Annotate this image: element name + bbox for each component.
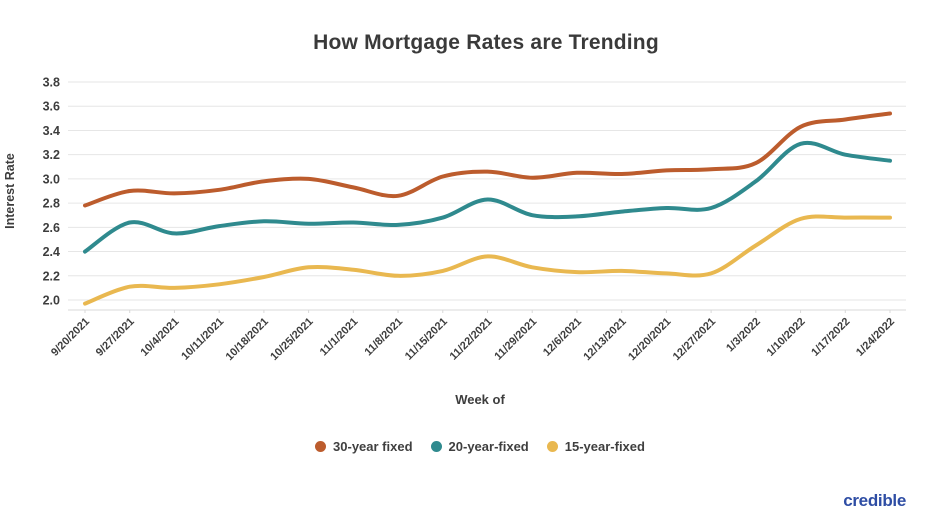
x-tick-label: 11/1/2021 bbox=[318, 316, 361, 359]
x-tick-label: 11/22/2021 bbox=[448, 316, 495, 363]
legend-dot-15-year-icon bbox=[546, 441, 558, 452]
x-tick-label: 9/27/2021 bbox=[94, 316, 137, 359]
y-tick-label: 2.6 bbox=[43, 221, 60, 235]
x-tick-label: 12/13/2021 bbox=[581, 316, 628, 363]
legend-item-20-year-fixed: 20-year-fixed bbox=[430, 439, 529, 454]
x-tick-label: 12/6/2021 bbox=[541, 316, 584, 359]
x-tick-label: 12/20/2021 bbox=[626, 316, 673, 363]
x-tick-label: 10/25/2021 bbox=[268, 316, 315, 363]
y-tick-label: 3.4 bbox=[43, 124, 60, 138]
y-tick-label: 2.4 bbox=[43, 245, 60, 259]
legend-item-15-year-fixed: 15-year-fixed bbox=[546, 439, 645, 454]
y-tick-label: 2.2 bbox=[43, 269, 60, 283]
chart-title: How Mortgage Rates are Trending bbox=[313, 31, 659, 54]
legend-label-30-year: 30-year fixed bbox=[333, 439, 413, 454]
legend-dot-30-year-icon bbox=[315, 441, 327, 452]
x-tick-label: 10/4/2021 bbox=[138, 316, 181, 359]
x-tick-label: 10/18/2021 bbox=[224, 316, 271, 363]
y-tick-label: 3.6 bbox=[43, 100, 60, 114]
legend-label-15-year: 15-year-fixed bbox=[564, 439, 645, 454]
y-tick-label: 3.2 bbox=[43, 148, 60, 162]
legend-item-30-year-fixed: 30-year fixed bbox=[315, 439, 413, 454]
x-tick-label: 11/15/2021 bbox=[403, 316, 450, 363]
y-tick-label: 2.8 bbox=[43, 197, 60, 211]
y-tick-label: 3.8 bbox=[43, 76, 60, 90]
x-tick-label: 1/10/2022 bbox=[765, 316, 808, 359]
x-tick-label: 1/24/2022 bbox=[854, 316, 897, 359]
x-tick-label: 12/27/2021 bbox=[671, 316, 718, 363]
x-tick-label: 1/3/2022 bbox=[724, 316, 763, 355]
chart-canvas: 2.0 2.2 2.4 2.6 2.8 3.0 3.2 3.4 3.6 3.8 9/20/2021 9… bbox=[3, 76, 906, 407]
legend-label-20-year: 20-year-fixed bbox=[448, 439, 529, 454]
y-tick-label: 3.0 bbox=[43, 172, 60, 186]
x-axis-title: Week of bbox=[455, 392, 505, 407]
x-tick-label: 9/20/2021 bbox=[49, 316, 92, 359]
x-tick-label: 11/29/2021 bbox=[492, 316, 539, 363]
y-tick-label: 2.0 bbox=[43, 294, 60, 308]
mortgage-rates-chart: 2.0 2.2 2.4 2.6 2.8 3.0 3.2 3.4 3.6 3.8 9/20/2021 9… bbox=[3, 76, 906, 407]
series-line-15-year-fixed bbox=[83, 214, 892, 306]
x-tick-label: 1/17/2022 bbox=[809, 316, 852, 359]
y-axis-title: Interest Rate bbox=[3, 153, 17, 229]
chart-legend: 30-year fixed 20-year-fixed 15-year-fixe… bbox=[28, 439, 932, 454]
series-line-20-year-fixed bbox=[83, 140, 892, 254]
x-tick-label: 10/11/2021 bbox=[179, 316, 226, 363]
x-tick-label: 11/8/2021 bbox=[363, 316, 406, 359]
series-line-30-year-fixed bbox=[83, 111, 892, 208]
legend-dot-20-year-icon bbox=[430, 441, 442, 452]
credible-logo: credible bbox=[843, 491, 906, 510]
